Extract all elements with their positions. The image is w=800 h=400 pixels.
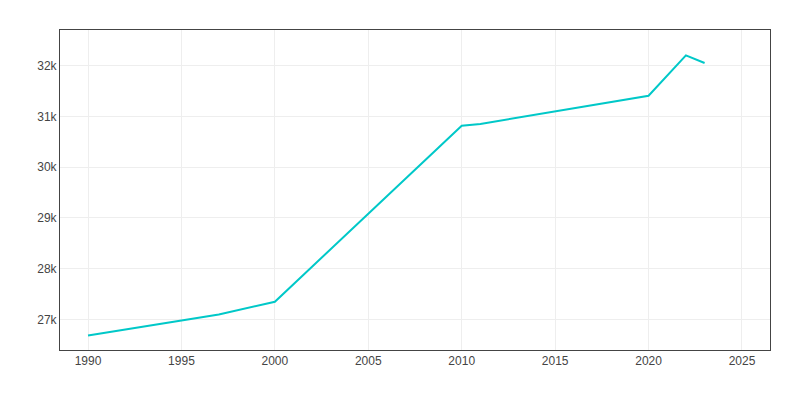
svg-text:2005: 2005 bbox=[355, 354, 382, 368]
svg-text:30k: 30k bbox=[37, 160, 57, 174]
svg-text:2025: 2025 bbox=[729, 354, 756, 368]
svg-text:2000: 2000 bbox=[262, 354, 289, 368]
svg-text:2015: 2015 bbox=[542, 354, 569, 368]
svg-text:28k: 28k bbox=[37, 262, 57, 276]
svg-text:27k: 27k bbox=[37, 313, 57, 327]
svg-text:1990: 1990 bbox=[75, 354, 102, 368]
svg-text:32k: 32k bbox=[37, 59, 57, 73]
svg-text:31k: 31k bbox=[37, 110, 57, 124]
svg-text:29k: 29k bbox=[37, 211, 57, 225]
svg-text:2020: 2020 bbox=[635, 354, 662, 368]
svg-text:1995: 1995 bbox=[168, 354, 195, 368]
svg-text:2010: 2010 bbox=[448, 354, 475, 368]
